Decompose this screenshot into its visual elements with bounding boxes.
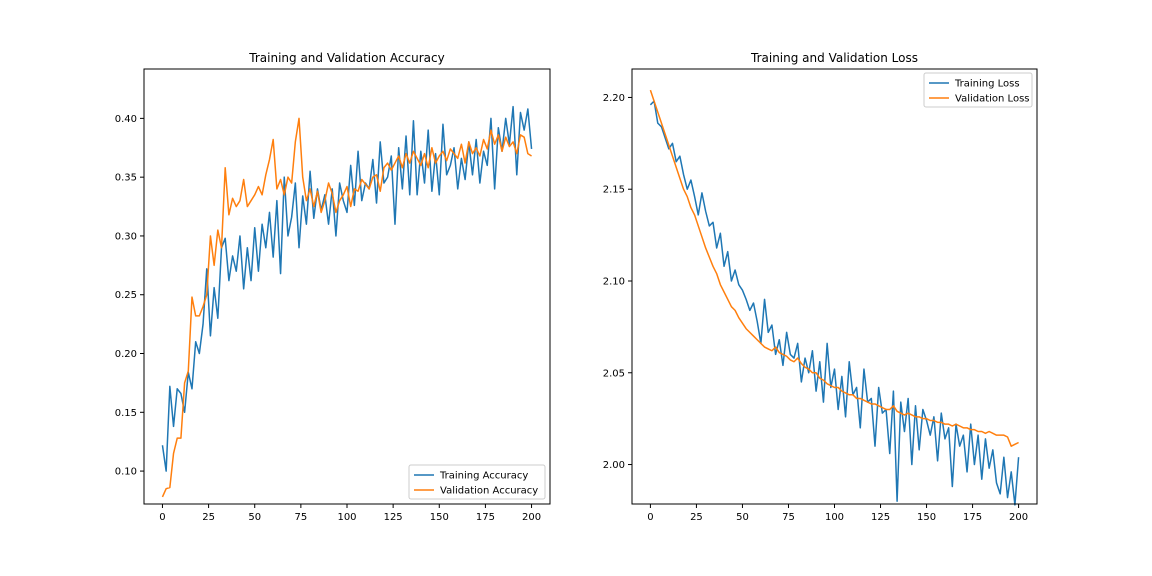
x-tick-label: 25 <box>690 512 703 523</box>
y-tick-label: 2.15 <box>603 185 625 196</box>
y-tick-label: 0.40 <box>115 114 137 125</box>
x-tick-label: 200 <box>522 512 541 523</box>
legend-label: Training Accuracy <box>439 471 528 482</box>
series-line-training-accuracy <box>161 105 533 472</box>
x-tick-label: 175 <box>476 512 495 523</box>
x-tick-label: 150 <box>917 512 936 523</box>
y-tick-label: 0.15 <box>115 408 137 419</box>
x-tick-label: 125 <box>384 512 403 523</box>
x-tick-label: 125 <box>871 512 890 523</box>
x-tick-label: 75 <box>782 512 795 523</box>
legend-label: Training Loss <box>954 79 1020 90</box>
x-tick-label: 175 <box>963 512 982 523</box>
x-tick-label: 75 <box>294 512 307 523</box>
legend-box <box>408 464 546 500</box>
x-tick-label: 200 <box>1009 512 1028 523</box>
x-tick-label: 0 <box>647 512 653 523</box>
chart-title: Training and Validation Loss <box>750 51 918 65</box>
legend-label: Validation Loss <box>955 94 1030 105</box>
legend: Training Accuracy Validation Accuracy <box>408 464 546 500</box>
series-line-validation-accuracy <box>161 117 532 498</box>
x-tick-label: 0 <box>159 512 165 523</box>
x-tick-label: 50 <box>248 512 261 523</box>
y-tick-label: 2.10 <box>603 276 625 287</box>
y-tick-label: 2.20 <box>603 93 625 104</box>
legend-label: Validation Accuracy <box>440 486 538 497</box>
chart-panel-1: Training and Validation Accuracy 0 25 50 75 1… <box>115 51 551 523</box>
chart-panel-2: Training and Validation Loss 0 25 50 75 100 12… <box>603 51 1038 523</box>
y-tick-label: 2.05 <box>603 368 625 379</box>
y-tick-label: 2.00 <box>603 460 625 471</box>
y-tick-label: 0.10 <box>115 467 137 478</box>
y-tick-label: 0.35 <box>115 173 137 184</box>
legend-box <box>923 72 1033 108</box>
chart-title: Training and Validation Accuracy <box>248 51 444 65</box>
x-tick-label: 25 <box>202 512 215 523</box>
x-tick-label: 150 <box>430 512 449 523</box>
legend: Training Loss Validation Loss <box>923 72 1033 108</box>
series-line-training-loss <box>649 100 1020 506</box>
y-tick-label: 0.20 <box>115 349 137 360</box>
x-tick-label: 50 <box>736 512 749 523</box>
x-tick-label: 100 <box>825 512 844 523</box>
y-tick-label: 0.30 <box>115 231 137 242</box>
x-tick-label: 100 <box>337 512 356 523</box>
y-tick-label: 0.25 <box>115 290 137 301</box>
plot-frame <box>631 68 1038 505</box>
series-line-validation-loss <box>649 89 1019 447</box>
